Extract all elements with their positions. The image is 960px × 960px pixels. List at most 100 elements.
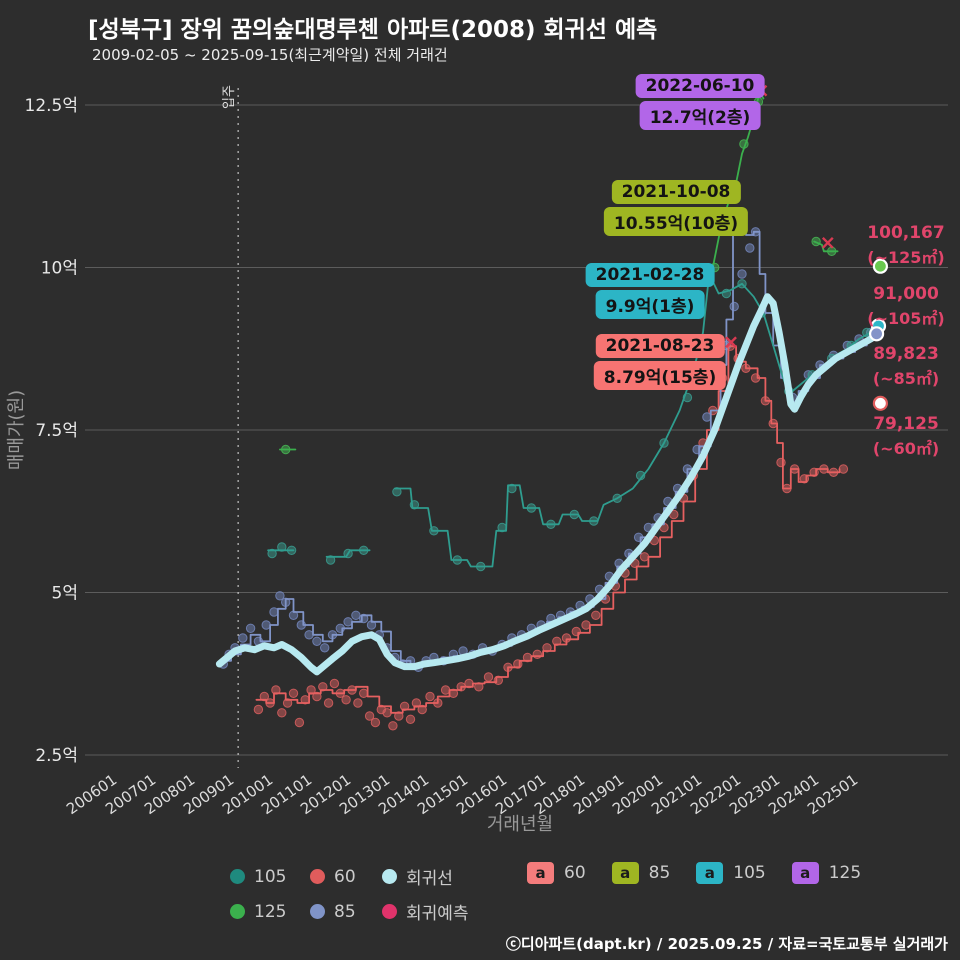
- legend-label: 105: [254, 866, 287, 887]
- series-line-60: [255, 345, 841, 714]
- legend-square-icon: a: [696, 862, 724, 884]
- scatter-point-60: [359, 688, 369, 698]
- scatter-point-60: [388, 721, 398, 731]
- scatter-point-85: [245, 623, 256, 633]
- scatter-point-60: [382, 708, 392, 718]
- legend-item-105: 105: [230, 864, 310, 889]
- legend-label: 125: [828, 863, 862, 883]
- max-x-marker: [821, 236, 834, 249]
- annotation-max-105: 2021-02-28 9.9억(1층): [585, 263, 715, 319]
- legend-dot-icon: [382, 904, 397, 919]
- legend-size-125: a 125: [791, 862, 862, 884]
- legend-label: 105: [733, 863, 766, 883]
- legend-sizes: a 60 a 85 a 105 a 125: [527, 862, 861, 884]
- prediction-end-marker-60: [872, 395, 889, 411]
- scatter-point-60: [838, 464, 849, 474]
- annotation-price: 9.9억(1층): [595, 290, 705, 319]
- series-line-회귀선: [215, 293, 884, 676]
- scatter-point-60: [253, 704, 264, 715]
- prediction-label-60: 79,125 (~60㎡): [848, 411, 960, 462]
- scatter-point-85: [312, 636, 322, 646]
- scatter-point-60: [483, 672, 494, 682]
- scatter-point-60: [323, 698, 334, 708]
- prediction-value: 91,000: [873, 284, 939, 304]
- prediction-value: 89,823: [873, 344, 939, 364]
- y-tick-label: 2.5억: [35, 746, 78, 766]
- legend-item-125: 125: [230, 899, 310, 924]
- legend-size-60: a 60: [527, 862, 586, 884]
- annotation-date: 2021-02-28: [585, 263, 715, 287]
- legend-size-105: a 105: [696, 862, 766, 884]
- series-line-105: [325, 549, 371, 558]
- scatter-point-60: [353, 698, 363, 708]
- regression-chart: 2.5억5억7.5억10억12.5억2006012007012008012009…: [6, 84, 948, 835]
- y-tick-label: 7.5억: [35, 421, 78, 441]
- scatter-point-85: [702, 412, 712, 422]
- y-tick-label: 10억: [41, 259, 78, 279]
- scatter-point-60: [552, 636, 562, 646]
- legend-item-회귀선: 회귀선: [382, 864, 469, 889]
- scatter-point-60: [440, 685, 451, 695]
- prediction-label-125: 100,167 (~125㎡): [848, 220, 960, 271]
- scatter-point-60: [370, 717, 381, 728]
- scatter-point-85: [269, 607, 279, 617]
- legend-series: 105 60 회귀선 125 85 회귀예측: [230, 864, 469, 924]
- legend-dot-icon: [310, 869, 325, 884]
- scatter-point-60: [399, 701, 410, 711]
- prediction-size: (~60㎡): [872, 439, 940, 459]
- scatter-point-85: [745, 243, 755, 253]
- scatter-point-60: [581, 620, 591, 630]
- scatter-point-85: [729, 301, 739, 312]
- scatter-point-60: [288, 688, 299, 698]
- legend-item-85: 85: [310, 899, 382, 924]
- series-line-85: [220, 230, 880, 665]
- prediction-size: (~85㎡): [872, 369, 940, 389]
- scatter-point-60: [776, 457, 786, 468]
- prediction-size: (~105㎡): [867, 309, 945, 329]
- prediction-value: 100,167: [867, 223, 945, 243]
- legend-label: 회귀예측: [406, 904, 469, 924]
- annotation-max-125: 2022-06-10 12.7억(2층): [635, 74, 765, 130]
- legend-label: 회귀선: [406, 869, 453, 889]
- legend-dot-icon: [310, 904, 325, 919]
- legend-item-회귀예측: 회귀예측: [382, 899, 469, 924]
- scatter-point-60: [405, 714, 416, 724]
- scatter-point-60: [312, 691, 322, 702]
- y-tick-label: 5억: [52, 584, 78, 604]
- legend-square-icon: a: [527, 862, 554, 884]
- y-axis-title: 매매가(원): [6, 390, 27, 470]
- legend-label: 60: [334, 866, 356, 887]
- prediction-label-105: 91,000 (~105㎡): [848, 281, 960, 332]
- scatter-point-85: [320, 643, 330, 653]
- scatter-point-60: [417, 704, 427, 715]
- series-line-125: [813, 240, 839, 253]
- legend-item-60: 60: [310, 864, 382, 889]
- annotation-max-85: 2021-10-08 10.55억(10층): [603, 180, 749, 236]
- scatter-point-60: [571, 626, 581, 637]
- scatter-point-85: [304, 630, 314, 640]
- scatter-point-60: [282, 698, 293, 708]
- legend-label: 85: [648, 863, 671, 883]
- page-title: [성북구] 장위 꿈의숲대명루첸 아파트(2008) 회귀선 예측: [88, 17, 658, 43]
- legend-dot-icon: [382, 869, 397, 884]
- prediction-value: 79,125: [873, 414, 939, 434]
- scatter-point-60: [542, 643, 552, 653]
- scatter-point-85: [351, 610, 361, 620]
- max-x-marker: [725, 336, 737, 349]
- legend-dot-icon: [230, 869, 245, 884]
- legend-square-icon: a: [791, 862, 819, 884]
- scatter-point-60: [425, 691, 435, 702]
- page-subtitle: 2009-02-05 ~ 2025-09-15(최근계약일) 전체 거래건: [92, 46, 448, 64]
- prediction-size: (~125㎡): [867, 248, 945, 268]
- legend-label: 125: [254, 901, 287, 922]
- scatter-point-85: [238, 633, 248, 643]
- annotation-date: 2022-06-10: [635, 74, 765, 98]
- prediction-end-marker-125: [872, 258, 889, 274]
- x-axis-title: 거래년월: [487, 814, 553, 835]
- annotation-date: 2021-10-08: [611, 180, 741, 204]
- legend-size-85: a 85: [611, 862, 671, 884]
- scatter-point-105: [277, 542, 287, 552]
- scatter-point-85: [261, 620, 271, 630]
- scatter-point-60: [639, 552, 650, 562]
